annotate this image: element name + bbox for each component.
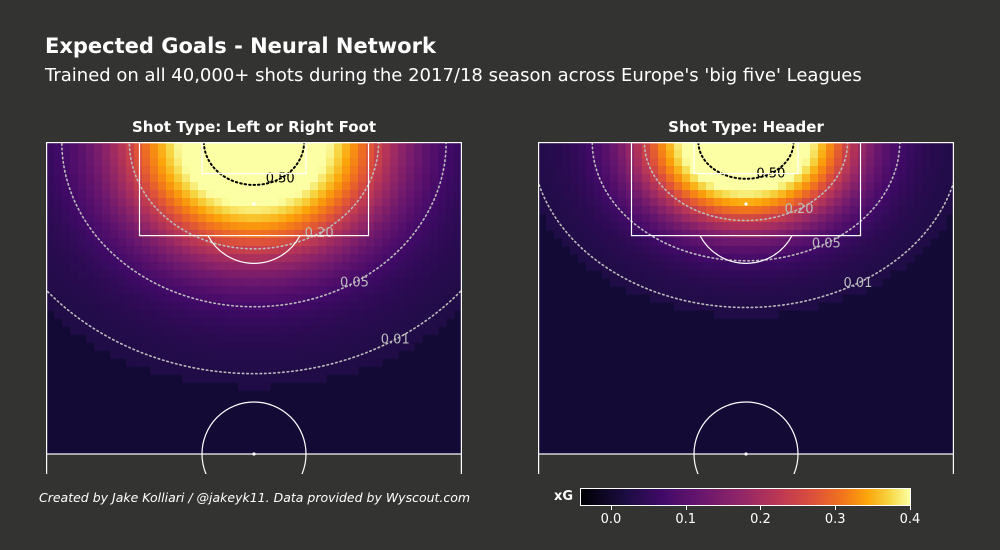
xg-heatmap <box>538 142 954 454</box>
contour-lines: 0.50 0.20 0.05 0.01 <box>46 142 462 375</box>
colorbar-tick-label: 0.1 <box>675 512 697 527</box>
credit-text: Created by Jake Kolliari / @jakeyk11. Da… <box>39 490 471 505</box>
centre-spot <box>744 452 748 456</box>
colorbar-tick-label: 0.4 <box>899 512 921 527</box>
colorbar-tick <box>685 506 687 510</box>
contour-0.20 <box>643 142 849 222</box>
pitch-foot: 0.50 0.20 0.05 0.01 <box>46 142 462 474</box>
colorbar-tick <box>610 506 612 510</box>
contour-label: 0.01 <box>843 276 872 291</box>
colorbar <box>580 488 911 506</box>
colorbar-tick <box>760 506 762 510</box>
pitch-header: 0.500.200.050.01 <box>538 142 954 474</box>
contour-label: 0.50 <box>266 172 295 187</box>
colorbar-tick-label: 0.0 <box>600 512 622 527</box>
colorbar-tick <box>910 506 911 510</box>
colorbar-tick <box>835 506 837 510</box>
contour-label: 0.20 <box>305 226 334 241</box>
contour-0.01 <box>538 178 954 309</box>
colorbar-tick-label: 0.3 <box>824 512 846 527</box>
contour-lines: 0.500.200.050.01 <box>538 142 954 309</box>
contour-label: 0.01 <box>381 332 410 347</box>
penalty-spot <box>744 202 748 206</box>
chart-title: Expected Goals - Neural Network <box>45 34 436 58</box>
colorbar-tick-label: 0.2 <box>750 512 771 527</box>
panel-title-header: Shot Type: Header <box>668 118 824 136</box>
panel-title-foot: Shot Type: Left or Right Foot <box>131 118 377 136</box>
contour-0.50 <box>202 142 306 186</box>
contour-0.05 <box>61 142 447 308</box>
xg-heatmap <box>46 142 462 454</box>
colorbar-label: xG <box>554 489 574 504</box>
contour-label: 0.05 <box>812 236 841 251</box>
penalty-spot <box>252 202 256 206</box>
centre-spot <box>252 452 256 456</box>
chart-subtitle: Trained on all 40,000+ shots during the … <box>45 65 862 86</box>
contour-label: 0.20 <box>785 202 814 217</box>
contour-0.20 <box>128 142 380 250</box>
contour-label: 0.05 <box>340 275 369 290</box>
